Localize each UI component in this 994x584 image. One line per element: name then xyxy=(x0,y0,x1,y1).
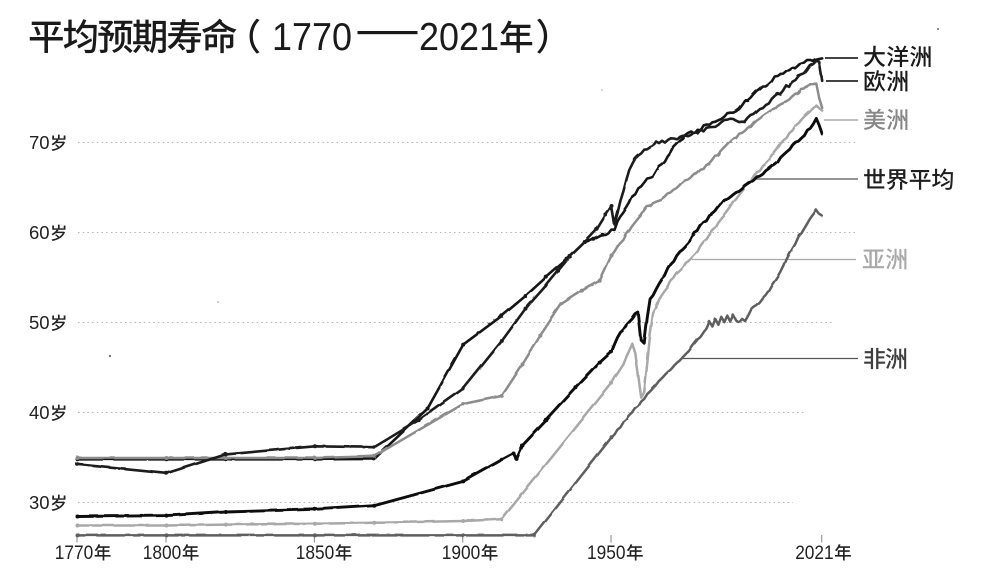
svg-text:1950: 1950 xyxy=(587,543,626,564)
svg-text:1770: 1770 xyxy=(272,16,352,59)
svg-text:1850: 1850 xyxy=(296,543,335,564)
svg-text:70: 70 xyxy=(29,132,50,153)
svg-text:30: 30 xyxy=(29,492,50,513)
svg-text:1900: 1900 xyxy=(442,543,481,564)
svg-text:60: 60 xyxy=(29,222,50,243)
svg-text:50: 50 xyxy=(29,312,50,333)
svg-text:2021: 2021 xyxy=(419,16,499,59)
svg-text:40: 40 xyxy=(29,402,50,423)
svg-text:2021: 2021 xyxy=(795,543,834,564)
svg-text:1800: 1800 xyxy=(143,543,182,564)
svg-text:1770: 1770 xyxy=(55,543,94,564)
